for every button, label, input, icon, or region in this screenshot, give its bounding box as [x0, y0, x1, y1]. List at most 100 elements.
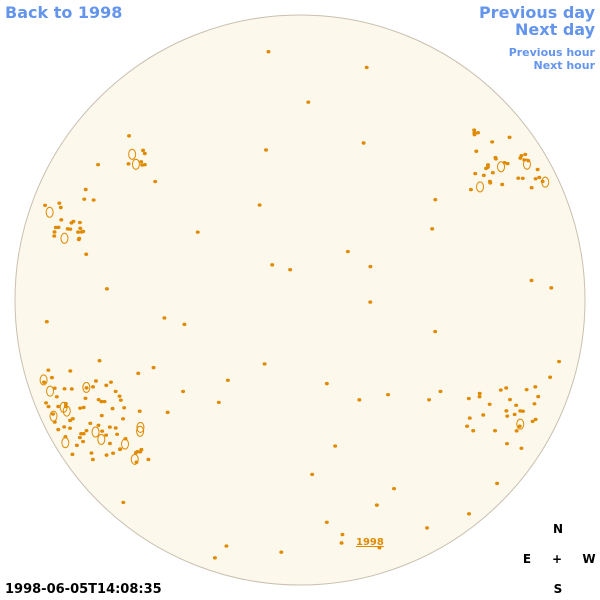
contour: [111, 451, 116, 455]
contour: [466, 396, 471, 401]
contour: [70, 452, 75, 457]
contour: [532, 402, 537, 406]
contour: [122, 406, 127, 410]
contour: [104, 453, 109, 457]
contour: [137, 409, 142, 413]
contour: [522, 158, 531, 170]
contour: [121, 417, 126, 421]
contour: [118, 447, 123, 452]
previous-hour-link[interactable]: Previous hour: [508, 46, 595, 59]
contour: [83, 396, 88, 401]
contour: [340, 532, 345, 537]
contour: [77, 435, 82, 440]
year-link[interactable]: 1998: [356, 537, 384, 548]
contour: [549, 286, 554, 290]
contour: [88, 421, 93, 426]
contour: [504, 386, 509, 390]
contour: [361, 141, 366, 145]
contour: [39, 374, 48, 386]
contour: [181, 389, 186, 394]
contour: [270, 263, 275, 267]
contour: [141, 148, 146, 153]
contour: [484, 166, 489, 171]
contour: [505, 161, 510, 166]
contour: [433, 329, 438, 334]
contour: [529, 278, 534, 283]
contour: [465, 424, 470, 428]
contour: [61, 437, 70, 449]
contour: [468, 187, 473, 192]
back-link[interactable]: Back to 1998: [5, 3, 123, 22]
contour: [78, 226, 83, 231]
contour: [74, 443, 79, 448]
contour: [195, 230, 200, 234]
contour: [59, 218, 64, 222]
contour: [541, 176, 550, 188]
contour: [96, 397, 101, 402]
contour: [433, 197, 438, 202]
contour: [392, 486, 397, 491]
contour: [78, 406, 83, 410]
contour: [108, 380, 113, 384]
contour: [262, 362, 267, 366]
contour: [471, 429, 476, 433]
contour: [333, 444, 338, 448]
contour: [514, 429, 519, 433]
contour: [493, 429, 498, 433]
contour: [467, 512, 472, 516]
next-day-link[interactable]: Next day: [515, 20, 595, 39]
contour: [507, 135, 512, 140]
contour: [44, 401, 49, 405]
contour: [430, 227, 435, 231]
contour: [102, 399, 107, 404]
contour: [68, 369, 73, 373]
compass-north: N: [552, 522, 564, 536]
contour: [162, 316, 167, 320]
solar-disc: [14, 14, 586, 586]
previous-day-link[interactable]: Previous day: [478, 3, 595, 22]
contour: [498, 388, 503, 392]
contour: [127, 134, 132, 138]
contour: [67, 426, 72, 430]
contour: [472, 128, 477, 132]
contour: [368, 300, 373, 304]
contour: [100, 429, 105, 433]
contour: [59, 401, 68, 413]
contour: [82, 197, 87, 201]
contour: [487, 402, 492, 406]
contour: [43, 203, 48, 207]
contour: [182, 322, 187, 327]
magnetic-contours: [39, 50, 562, 560]
contour: [495, 481, 500, 486]
contour: [386, 392, 391, 397]
next-hour-link[interactable]: Next hour: [533, 59, 596, 72]
contour: [548, 375, 553, 379]
contour: [345, 249, 350, 254]
contour: [70, 417, 75, 421]
contour: [357, 398, 362, 402]
contour: [113, 389, 118, 394]
contour: [52, 234, 57, 238]
contour: [97, 433, 106, 445]
contour: [117, 394, 122, 398]
contour: [46, 404, 51, 409]
contour: [131, 158, 140, 170]
contour: [51, 412, 56, 416]
contour: [60, 232, 69, 244]
contour: [115, 432, 120, 436]
contour: [89, 451, 94, 455]
contour: [57, 201, 62, 205]
contour: [62, 425, 67, 429]
compass-east: E: [522, 552, 532, 566]
contour: [91, 198, 96, 202]
contour: [477, 394, 482, 399]
contour: [264, 148, 269, 152]
contour: [81, 405, 86, 410]
contour: [472, 130, 477, 135]
contour: [151, 365, 156, 370]
contour: [142, 151, 147, 156]
contour: [438, 389, 443, 394]
contour: [523, 152, 528, 157]
contour: [339, 541, 344, 545]
